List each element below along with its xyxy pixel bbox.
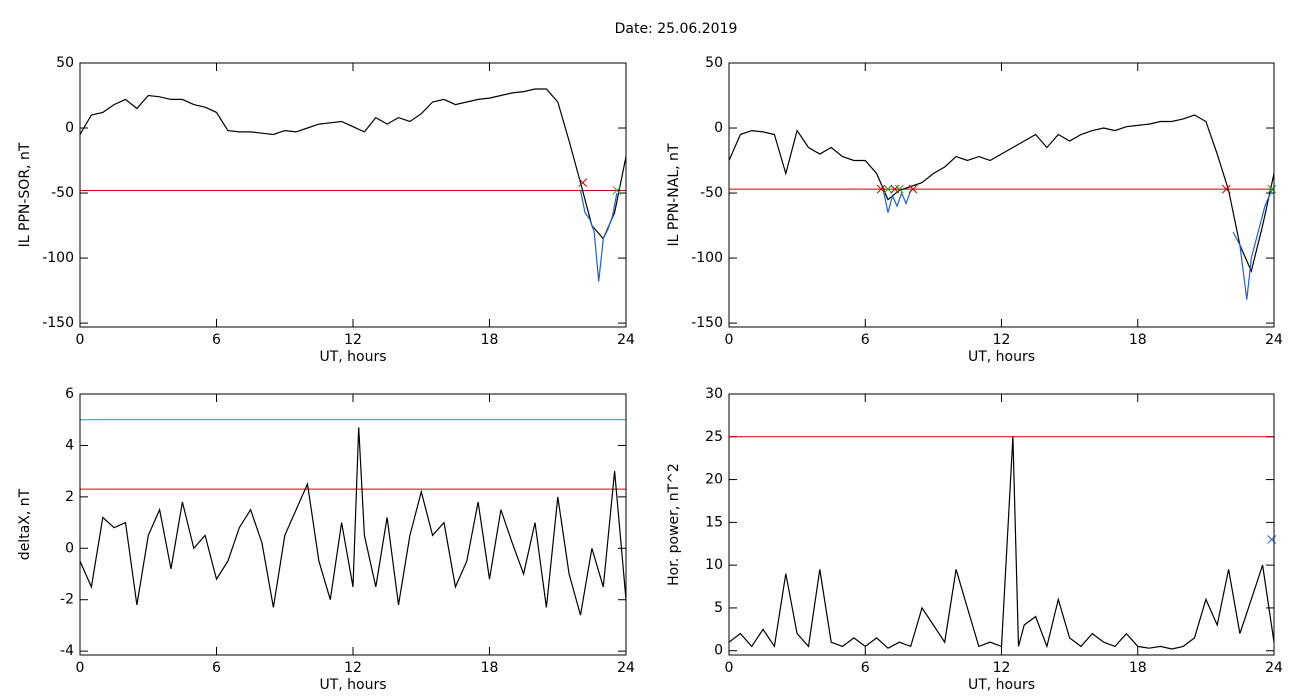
y-axis-label: deltaX, nT [17,488,33,560]
y-tick-label: -2 [60,592,74,608]
data-line [728,436,1275,650]
x-axis-label: UT, hours [319,677,386,693]
y-tick-label: 20 [705,472,723,488]
y-tick-label: 0 [65,120,74,136]
data-line [579,190,618,282]
marker [1221,184,1231,194]
y-tick-label: 0 [65,540,74,556]
marker [1267,535,1277,544]
x-tick-label: 18 [1129,332,1147,348]
x-tick-label: 12 [344,332,362,348]
y-tick-label: -50 [51,185,74,201]
x-tick-label: 24 [617,660,635,676]
x-tick-label: 6 [861,332,870,348]
y-tick-label: 2 [65,489,74,505]
y-tick-label: 10 [705,557,723,573]
y-tick-label: 50 [56,55,74,71]
data-line [79,88,627,240]
x-tick-label: 18 [481,332,499,348]
y-axis-label: IL PPN-NAL, nT [666,143,682,246]
figure-title: Date: 25.06.2019 [615,21,738,37]
x-tick-label: 6 [212,660,221,676]
x-axis-label: UT, hours [968,677,1035,693]
y-axis-label: Hor. power, nT^2 [666,463,682,586]
y-tick-label: 6 [65,386,74,402]
y-tick-label: 0 [714,120,723,136]
y-tick-label: -150 [691,315,723,331]
plot-frame [728,62,1275,328]
x-tick-label: 12 [344,660,362,676]
marker [908,184,918,194]
marker [894,184,904,194]
y-tick-label: 50 [705,55,723,71]
panel: -150 -100 -50 0 50 0 6 12 18 24 UT, hours IL PPN-SO… [17,55,635,365]
plot-frame [728,393,1275,656]
data-line [882,190,1273,300]
y-tick-label: -100 [42,250,74,266]
marker [890,184,900,194]
x-tick-label: 24 [1265,332,1283,348]
x-tick-label: 24 [617,332,635,348]
marker [883,184,893,194]
marker [876,184,886,194]
x-axis-label: UT, hours [319,349,386,365]
x-axis-label: UT, hours [968,349,1035,365]
y-tick-label: 5 [714,600,723,616]
x-tick-label: 12 [993,660,1011,676]
x-tick-label: 0 [725,660,734,676]
y-tick-label: 30 [705,386,723,402]
y-tick-label: 25 [705,429,723,445]
y-tick-label: 0 [714,643,723,659]
x-tick-label: 18 [1129,660,1147,676]
x-tick-label: 6 [212,332,221,348]
x-tick-label: 18 [481,660,499,676]
plot-frame [79,62,627,328]
y-tick-label: 15 [705,514,723,530]
panel: -150 -100 -50 0 50 0 6 12 18 24 UT, hours IL PPN-NA… [666,55,1283,365]
y-tick-label: -100 [691,250,723,266]
x-tick-label: 12 [993,332,1011,348]
plot-frame [79,393,627,656]
y-tick-label: 4 [65,437,74,453]
marker [612,186,622,195]
x-tick-label: 24 [1265,660,1283,676]
marker [578,178,588,187]
data-line [79,427,627,616]
y-axis-label: IL PPN-SOR, nT [17,142,33,247]
panel: 0 5 10 15 20 25 30 0 6 12 18 24 UT, hours Hor. power,… [666,386,1283,693]
x-tick-label: 0 [76,660,85,676]
data-line [728,114,1275,273]
y-tick-label: -150 [42,315,74,331]
x-tick-label: 6 [861,660,870,676]
y-tick-label: -4 [60,643,74,659]
x-tick-label: 0 [725,332,734,348]
y-tick-label: -50 [700,185,723,201]
x-tick-label: 0 [76,332,85,348]
